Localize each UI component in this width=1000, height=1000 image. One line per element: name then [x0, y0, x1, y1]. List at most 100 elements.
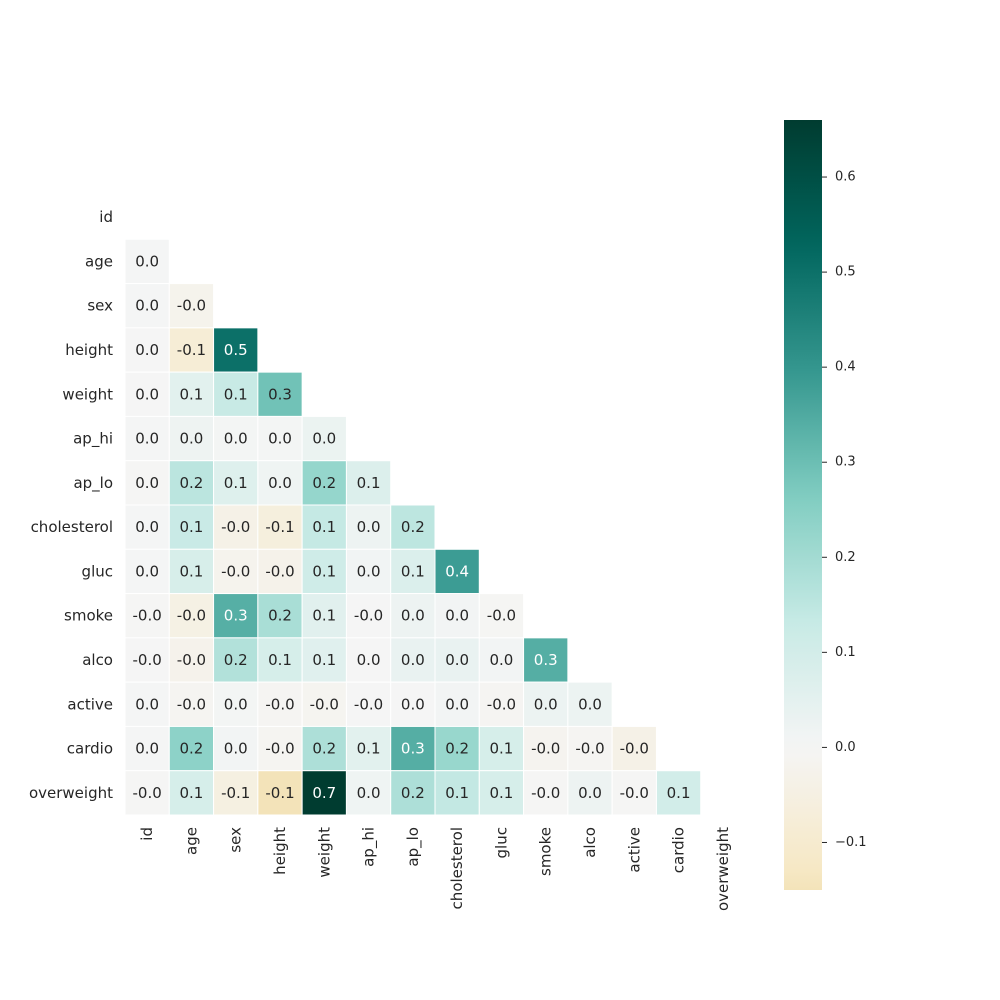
heatmap-cell-label-ap_lo-weight: 0.2 [312, 474, 336, 492]
heatmap-cell-ap_lo-weight [301, 460, 347, 506]
x-tick-label-alco: alco [581, 827, 599, 858]
heatmap-cell-label-ap_lo-ap_hi: 0.1 [357, 474, 381, 492]
heatmap-cell-label-weight-sex: 0.1 [224, 385, 248, 403]
heatmap-cell-alco-gluc [478, 637, 525, 683]
heatmap-cell-label-active-sex: 0.0 [224, 695, 248, 713]
heatmap-cell-label-weight-id: 0.0 [135, 385, 159, 403]
heatmap-cell-label-ap_hi-age: 0.0 [179, 430, 203, 448]
heatmap-cell-label-overweight-cardio: 0.1 [667, 784, 691, 802]
heatmap-cell-active-height [257, 681, 303, 727]
heatmap-cell-label-overweight-gluc: 0.1 [489, 784, 513, 802]
heatmap-cell-smoke-ap_hi [345, 593, 392, 639]
heatmap-cell-overweight-cholesterol [434, 770, 480, 816]
heatmap-cell-smoke-sex [213, 593, 259, 639]
heatmap-cell-overweight-ap_lo [390, 770, 436, 816]
heatmap-cell-label-weight-height: 0.3 [268, 385, 292, 403]
heatmap-cell-label-ap_lo-sex: 0.1 [224, 474, 248, 492]
heatmap-cell-ap_lo-sex [213, 460, 259, 506]
x-tick-label-ap_lo: ap_lo [404, 827, 423, 867]
heatmap-cell-overweight-cardio [655, 770, 702, 816]
heatmap-cell-label-overweight-sex: -0.1 [221, 784, 250, 802]
heatmap-cell-alco-age [168, 637, 215, 683]
colorbar-tick-label: 0.4 [835, 360, 856, 375]
heatmap-cell-label-cardio-cholesterol: 0.2 [445, 740, 469, 758]
heatmap-cell-label-active-smoke: 0.0 [534, 695, 558, 713]
heatmap-cell-label-alco-cholesterol: 0.0 [445, 651, 469, 669]
heatmap-cell-label-ap_hi-height: 0.0 [268, 430, 292, 448]
heatmap-cell-ap_lo-age [168, 460, 215, 506]
heatmap-cell-label-overweight-cholesterol: 0.1 [445, 784, 469, 802]
heatmap-cell-label-height-id: 0.0 [135, 341, 159, 359]
heatmap-cell-label-cholesterol-id: 0.0 [135, 518, 159, 536]
heatmap-cell-cardio-id [124, 725, 170, 772]
heatmap-cell-label-smoke-id: -0.0 [133, 607, 162, 625]
heatmap-cell-ap_hi-age [168, 415, 215, 462]
heatmap-cell-label-cardio-id: 0.0 [135, 740, 159, 758]
heatmap-cell-label-age-id: 0.0 [135, 252, 159, 270]
heatmap-cell-overweight-alco [567, 770, 613, 816]
heatmap-cell-label-ap_lo-id: 0.0 [135, 474, 159, 492]
heatmap-cell-overweight-gluc [478, 770, 525, 816]
heatmap-cell-alco-ap_hi [345, 637, 392, 683]
heatmap-cell-alco-sex [213, 637, 259, 683]
heatmap-cell-label-alco-weight: 0.1 [312, 651, 336, 669]
y-tick-label-ap_hi: ap_hi [73, 430, 113, 449]
heatmap-cell-label-ap_lo-height: 0.0 [268, 474, 292, 492]
x-tick-label-height: height [271, 827, 289, 875]
heatmap-cell-smoke-gluc [478, 593, 525, 639]
heatmap-cell-smoke-id [124, 593, 170, 639]
heatmap-cell-label-ap_hi-sex: 0.0 [224, 430, 248, 448]
heatmap-cell-label-overweight-age: 0.1 [179, 784, 203, 802]
heatmap-cell-label-overweight-height: -0.1 [265, 784, 294, 802]
heatmap-cell-overweight-weight [301, 770, 347, 816]
y-tick-label-smoke: smoke [64, 607, 113, 625]
heatmap-cell-cardio-ap_lo [390, 725, 436, 772]
heatmap-cell-alco-weight [301, 637, 347, 683]
heatmap-cell-label-height-age: -0.1 [177, 341, 206, 359]
x-tick-label-ap_hi: ap_hi [360, 827, 379, 867]
heatmap-cell-gluc-sex [213, 548, 259, 595]
heatmap-cell-label-cardio-age: 0.2 [179, 740, 203, 758]
heatmap-cell-cardio-cholesterol [434, 725, 480, 772]
heatmap-cell-alco-height [257, 637, 303, 683]
y-tick-label-gluc: gluc [82, 562, 113, 580]
heatmap-cell-smoke-height [257, 593, 303, 639]
heatmap-cell-cholesterol-id [124, 504, 170, 550]
heatmap-cell-overweight-sex [213, 770, 259, 816]
heatmap-cell-active-alco [567, 681, 613, 727]
heatmap-cell-age-id [124, 238, 170, 285]
heatmap-cell-weight-age [168, 371, 215, 417]
heatmap-cell-label-smoke-gluc: -0.0 [487, 607, 516, 625]
heatmap-cell-label-gluc-sex: -0.0 [221, 562, 250, 580]
heatmap-cell-label-alco-ap_lo: 0.0 [401, 651, 425, 669]
colorbar-tick-label: 0.2 [835, 550, 856, 565]
heatmap-cell-label-gluc-age: 0.1 [179, 562, 203, 580]
y-tick-label-age: age [85, 252, 113, 270]
heatmap-cell-label-smoke-sex: 0.3 [224, 607, 248, 625]
colorbar: −0.1 0.0 0.1 0.2 0.3 0.4 0.5 0.6 [784, 120, 867, 890]
y-tick-label-overweight: overweight [29, 784, 113, 802]
heatmap-cell-label-overweight-smoke: -0.0 [531, 784, 560, 802]
heatmap-cell-ap_hi-height [257, 415, 303, 462]
heatmap-cell-label-alco-height: 0.1 [268, 651, 292, 669]
heatmap-cell-label-sex-id: 0.0 [135, 297, 159, 315]
heatmap-cell-label-alco-ap_hi: 0.0 [357, 651, 381, 669]
heatmap-cell-label-active-gluc: -0.0 [487, 695, 516, 713]
heatmap-cell-label-smoke-weight: 0.1 [312, 607, 336, 625]
heatmap-cell-overweight-height [257, 770, 303, 816]
heatmap-cell-label-active-alco: 0.0 [578, 695, 602, 713]
heatmap-cell-label-overweight-ap_lo: 0.2 [401, 784, 425, 802]
heatmap-cell-ap_lo-id [124, 460, 170, 506]
heatmap-cell-cardio-alco [567, 725, 613, 772]
heatmap-cell-cholesterol-ap_hi [345, 504, 392, 550]
y-tick-label-cardio: cardio [67, 740, 113, 758]
heatmap-cell-cardio-gluc [478, 725, 525, 772]
heatmap-cell-label-gluc-ap_hi: 0.0 [357, 562, 381, 580]
colorbar-tick-label: 0.0 [835, 740, 856, 755]
heatmap-cell-label-weight-age: 0.1 [179, 385, 203, 403]
heatmap-cell-active-id [124, 681, 170, 727]
heatmap-cell-label-active-age: -0.0 [177, 695, 206, 713]
heatmap-cell-label-active-ap_lo: 0.0 [401, 695, 425, 713]
heatmap-cell-label-alco-id: -0.0 [133, 651, 162, 669]
colorbar-tick-label: 0.6 [835, 170, 856, 185]
